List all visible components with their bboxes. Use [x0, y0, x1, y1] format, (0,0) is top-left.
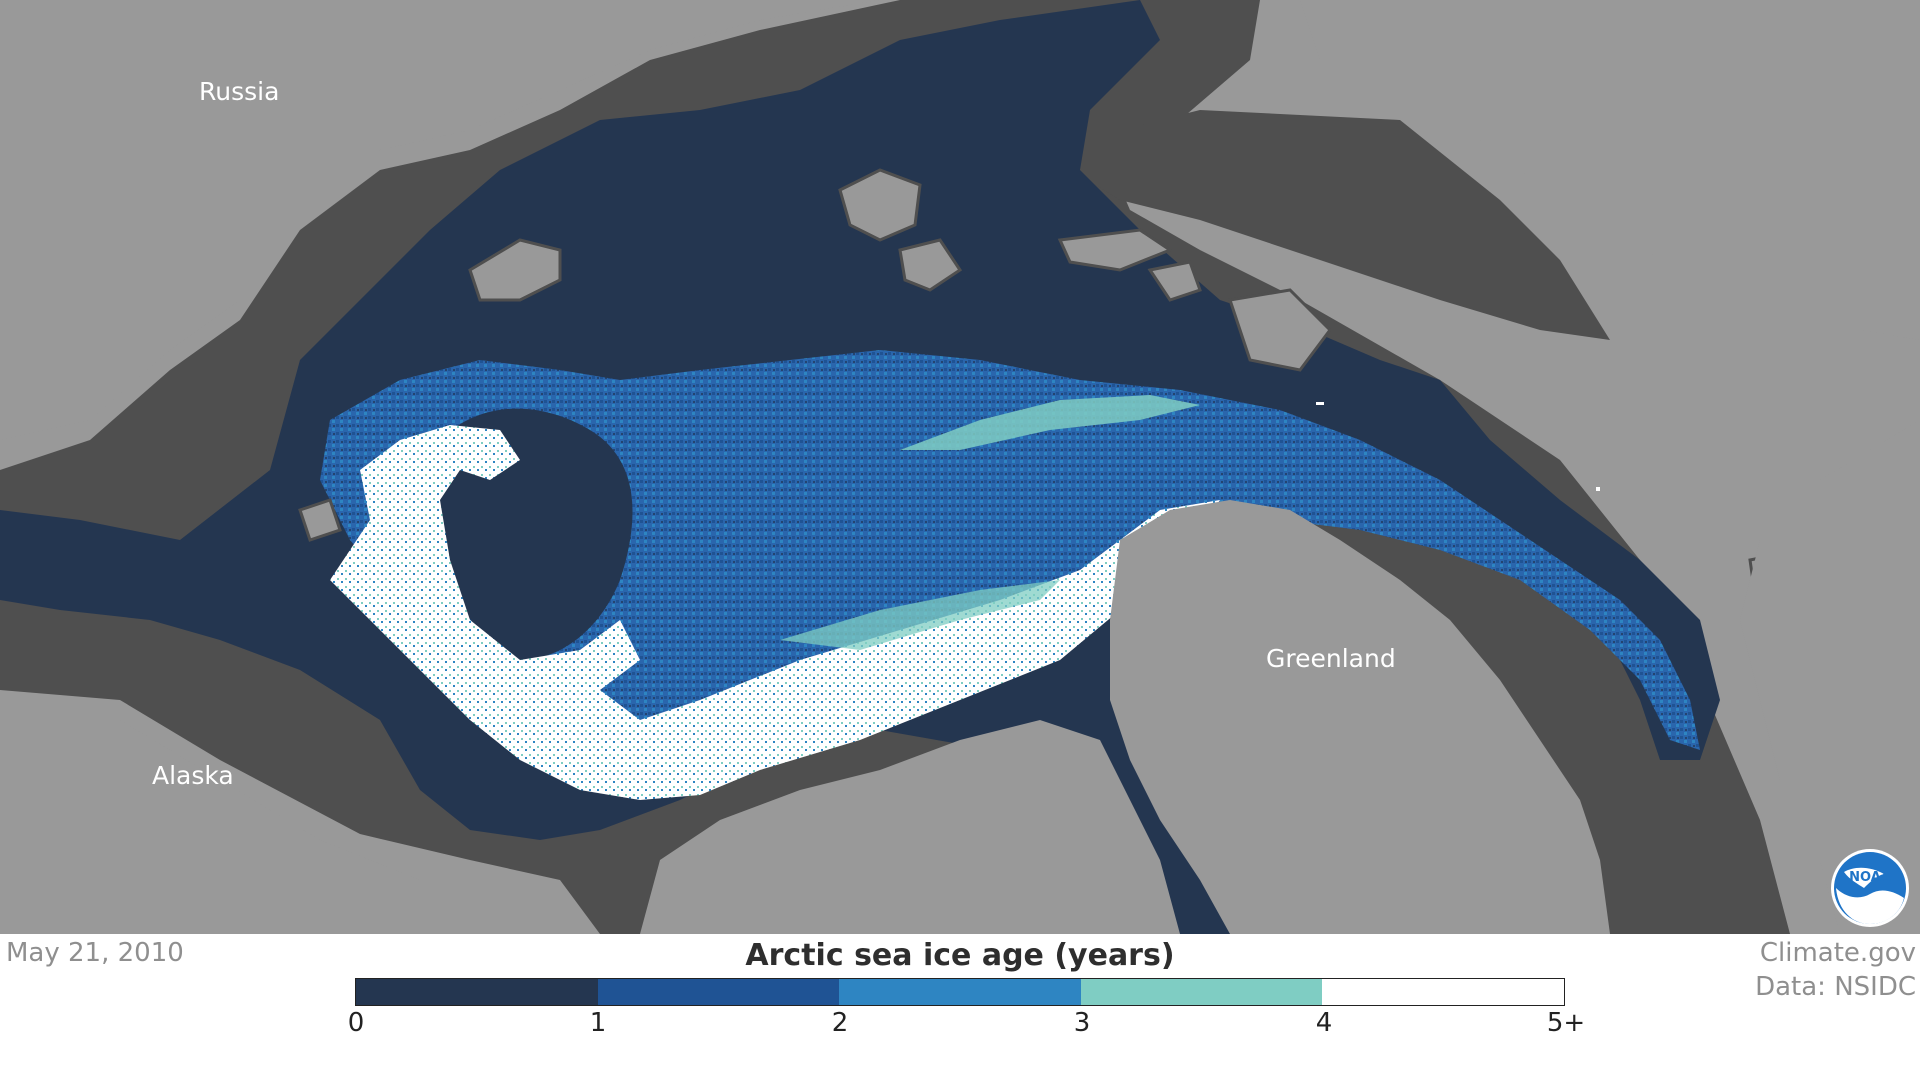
ice-age-3-4-streak-2: [780, 580, 1060, 650]
scandinavia-landmass: [1740, 420, 1920, 934]
legend-tick: 0: [347, 1008, 365, 1038]
legend-title: Arctic sea ice age (years): [745, 938, 1175, 973]
legend-swatch-0-1: [356, 979, 598, 1005]
ice-age-3-4-streak: [900, 395, 1200, 450]
legend-footer: May 21, 2010 Climate.gov Data: NSIDC Arc…: [0, 934, 1920, 1080]
ice-speck-2: [1316, 402, 1324, 405]
legend-swatch-3-4: [1080, 979, 1323, 1005]
alaska-label: Alaska: [152, 761, 234, 790]
sea-ice-map: [0, 0, 1920, 934]
noaa-logo-icon: NOAA: [1831, 849, 1909, 927]
land-shelf-edge-east: [1040, 110, 1610, 340]
noaa-logo-text: NOAA: [1849, 870, 1891, 885]
arctic-islands: [298, 168, 1842, 662]
legend-color-bar: [355, 978, 1565, 1006]
ice-age-1-2-region: [320, 350, 1700, 760]
greenland-label: Greenland: [1266, 644, 1396, 673]
russia-landmass: [0, 0, 880, 440]
ice-age-4-5-region: [330, 425, 1220, 800]
credit-data: Data: NSIDC: [1755, 972, 1916, 1002]
legend-swatch-2-3: [839, 979, 1081, 1005]
russia-label: Russia: [199, 77, 280, 106]
legend-tick: 2: [831, 1008, 849, 1038]
legend-tick: 5+: [1546, 1008, 1586, 1038]
legend-tick: 1: [589, 1008, 607, 1038]
legend-swatch-4-5: [1322, 979, 1564, 1005]
date-label: May 21, 2010: [6, 938, 184, 968]
ice-speck: [1596, 487, 1600, 491]
northeast-landmass: [1300, 0, 1920, 340]
alaska-landmass: [0, 720, 480, 934]
greenland-landmass: [1110, 500, 1610, 934]
canadian-archipelago: [640, 720, 1180, 934]
legend-tick: 4: [1315, 1008, 1333, 1038]
credit-site: Climate.gov: [1759, 938, 1916, 968]
legend-tick: 3: [1073, 1008, 1091, 1038]
legend-swatch-1-2: [597, 979, 840, 1005]
